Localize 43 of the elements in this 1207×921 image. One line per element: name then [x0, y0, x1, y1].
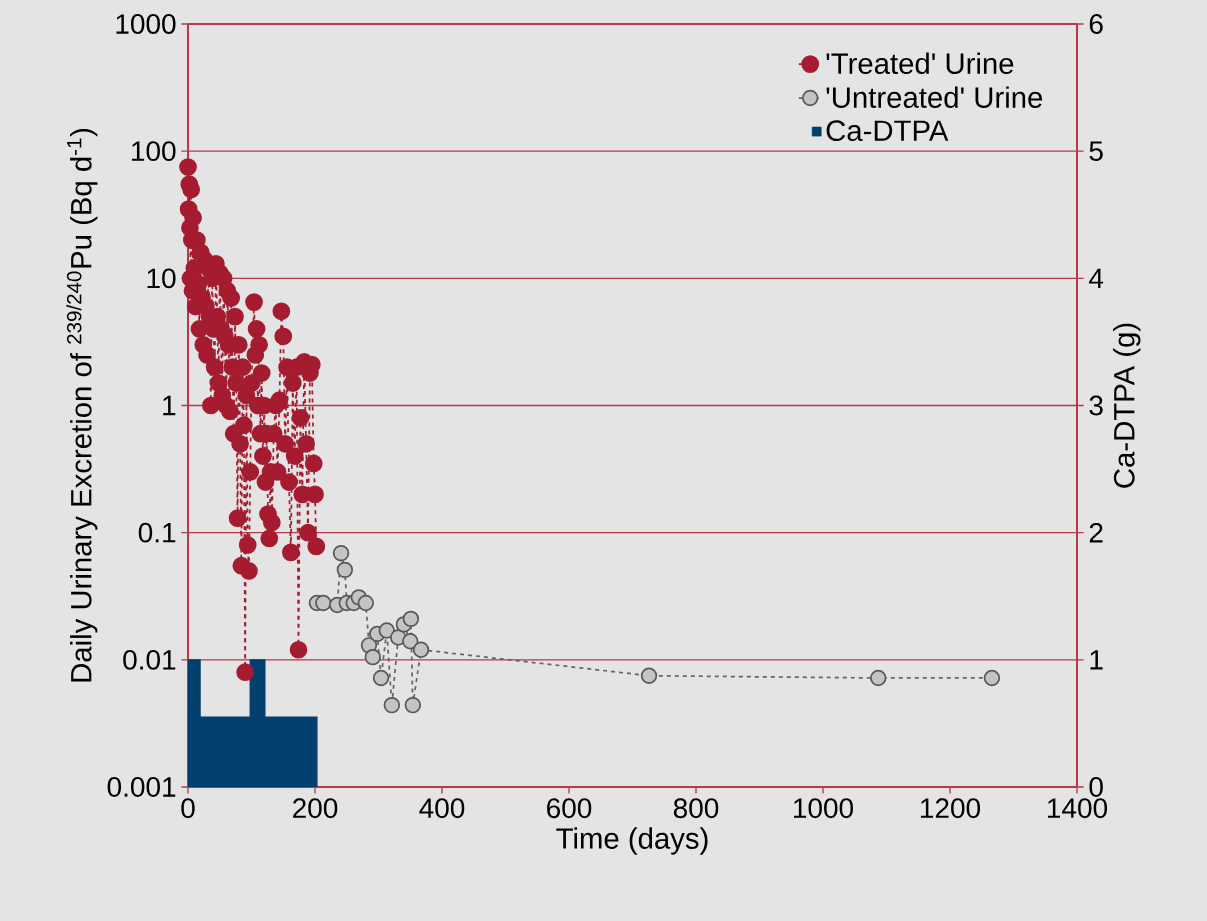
- legend-label: Ca-DTPA: [826, 120, 949, 142]
- point: [383, 696, 401, 714]
- x-tick-label: 600: [547, 798, 592, 819]
- x-tick-label: 1400: [1047, 798, 1108, 819]
- y2-tick-label: 2: [1089, 522, 1103, 543]
- y2-tick-label: 1: [1090, 650, 1103, 670]
- point: [402, 610, 420, 628]
- x-tick-label: 0: [181, 798, 195, 819]
- x-axis-title: Time (days): [556, 827, 708, 855]
- y-tick-label: 0.01: [123, 649, 176, 670]
- y-axis-title: Daily Urinary Excretion of $^{239/240}$Pu (Bq d$^{-1}$): [66, 128, 98, 682]
- y-tick-label: 10: [147, 268, 176, 289]
- point: [402, 633, 419, 650]
- y2-tick-label: 0: [1089, 777, 1103, 797]
- y-tick-label: 1000: [116, 14, 176, 34]
- y2-tick-label: 4: [1089, 268, 1104, 288]
- legend-label: 'Untreated' Urine: [826, 86, 1043, 108]
- point: [332, 544, 350, 562]
- point: [640, 667, 658, 684]
- point: [357, 594, 375, 612]
- x-tick-label: 1200: [920, 798, 981, 819]
- y2-tick-label: 5: [1089, 141, 1103, 161]
- y-tick-label: 0.001: [107, 777, 176, 797]
- y2-tick-label: 6: [1089, 14, 1103, 34]
- x-tick-label: 1000: [793, 798, 854, 819]
- point: [404, 696, 421, 714]
- point: [336, 561, 354, 579]
- x-tick-label: 200: [293, 798, 338, 819]
- point: [870, 669, 887, 687]
- point: [372, 669, 390, 687]
- point: [412, 641, 430, 658]
- y2-axis-title: Ca-DTPA (g): [1113, 323, 1141, 488]
- y2-tick-label: 3: [1089, 395, 1103, 416]
- y-tick-label: 1: [163, 395, 176, 416]
- point: [364, 648, 381, 666]
- y-tick-label: 100: [132, 141, 176, 162]
- x-tick-label: 400: [419, 798, 465, 819]
- point: [378, 622, 395, 639]
- x-tick-label: 800: [673, 798, 719, 819]
- point: [315, 594, 332, 612]
- point: [983, 669, 1001, 687]
- legend-label: 'Treated' Urine: [826, 52, 1014, 75]
- y-tick-label: 0.1: [138, 522, 176, 543]
